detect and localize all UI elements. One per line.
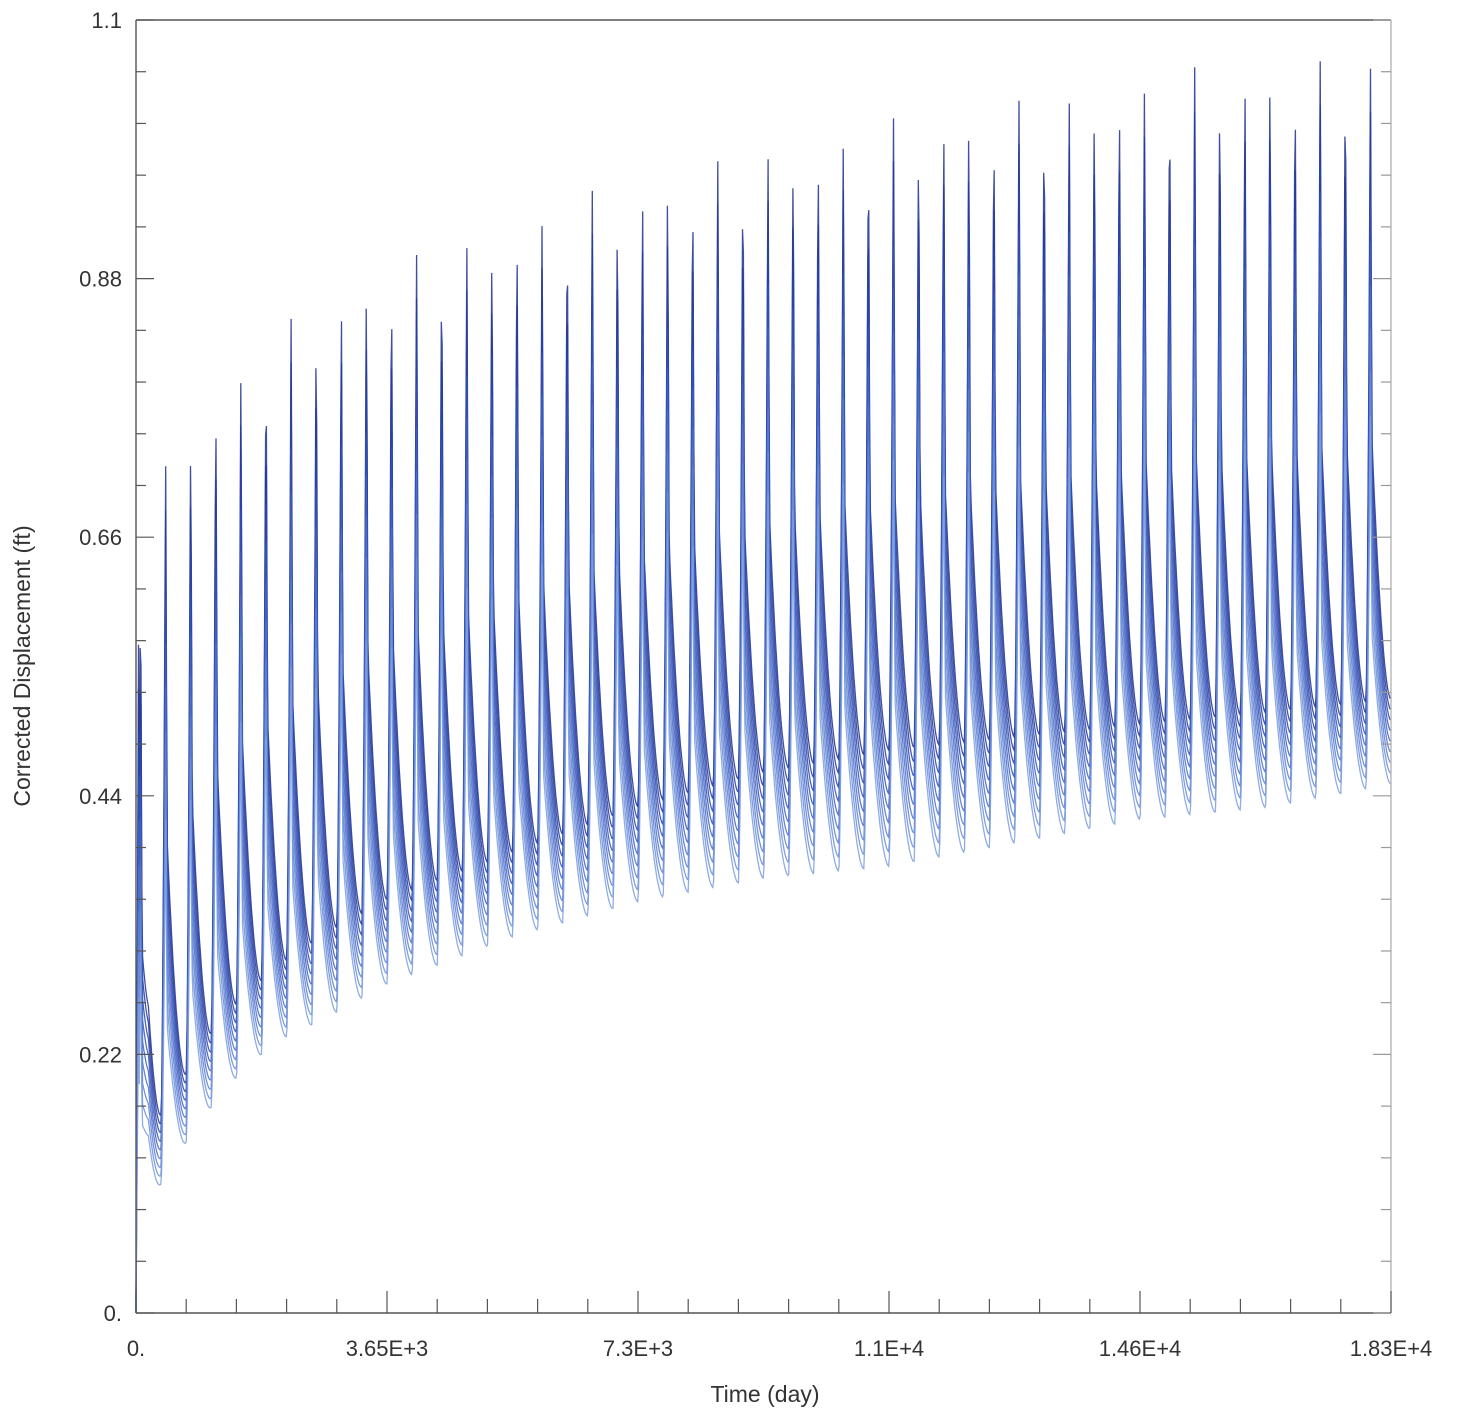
series-lines [135,61,1391,1314]
series-line [135,369,1391,1314]
x-tick-label: 1.83E+4 [1350,1336,1433,1361]
x-tick-label: 0. [127,1336,145,1361]
series-line [135,281,1391,1314]
x-tick-label: 3.65E+3 [346,1336,429,1361]
y-axis-title: Corrected Displacement (ft) [9,525,35,806]
y-tick-label: 0.22 [79,1042,122,1067]
series-line [135,193,1391,1314]
x-tick-label: 1.46E+4 [1099,1336,1182,1361]
y-tick-label: 0.88 [79,267,122,292]
y-tick-label: 0. [104,1301,122,1326]
series-line [135,325,1391,1314]
series-line [135,105,1391,1314]
series-line [135,149,1391,1314]
y-tick-label: 1.1 [91,8,122,33]
x-tick-label: 1.1E+4 [854,1336,924,1361]
y-tick-label: 0.44 [79,784,122,809]
tick-marks [135,19,1392,1314]
y-tick-label: 0.66 [79,525,122,550]
series-line [135,237,1391,1314]
series-line [135,413,1391,1314]
axes [135,19,1392,1314]
x-tick-label: 7.3E+3 [603,1336,673,1361]
tick-labels: 0. 0.22 0.44 0.66 0.88 1.1 0. 3.65E+3 7.3E+3 1.1E… [79,8,1432,1361]
x-axis-title: Time (day) [710,1381,819,1407]
